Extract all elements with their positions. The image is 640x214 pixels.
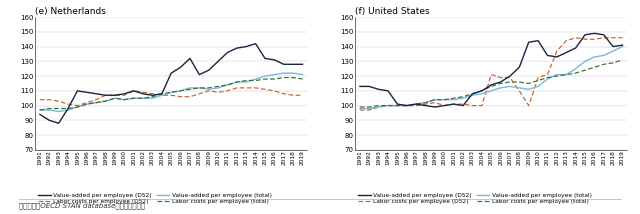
Legend: Value-added per employee (D52), Labor costs per employee (D52), Value-added per : Value-added per employee (D52), Labor co… xyxy=(38,193,272,204)
Legend: Value-added per employee (D52), Labor costs per employee (D52), Value-added per : Value-added per employee (D52), Labor co… xyxy=(358,193,592,204)
Text: (e) Netherlands: (e) Netherlands xyxy=(35,7,106,16)
Text: 数据来源：OECD STAN database，国泰君安国际: 数据来源：OECD STAN database，国泰君安国际 xyxy=(19,202,145,209)
Text: (f) United States: (f) United States xyxy=(355,7,430,16)
